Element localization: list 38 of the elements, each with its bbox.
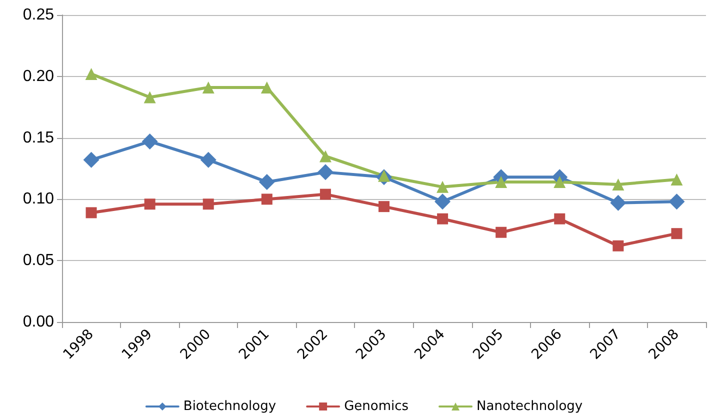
point <box>670 174 683 186</box>
point <box>144 198 156 210</box>
point <box>260 81 273 94</box>
legend-label: Nanotechnology <box>476 399 583 414</box>
point <box>554 176 566 188</box>
point <box>554 213 566 224</box>
point <box>612 240 624 252</box>
point <box>200 152 216 168</box>
point <box>612 178 624 190</box>
point <box>202 198 214 210</box>
y-tick-label: 0.05 <box>22 252 54 270</box>
point <box>495 176 508 188</box>
point <box>142 133 158 150</box>
point <box>319 150 332 162</box>
legend-label: Biotechnology <box>183 399 276 414</box>
point <box>378 201 390 212</box>
point <box>202 81 214 94</box>
point <box>610 194 626 211</box>
y-tick-label: 0.10 <box>22 190 54 208</box>
y-tick-label: 0.00 <box>22 314 54 330</box>
point <box>320 188 331 200</box>
point <box>434 194 451 210</box>
point <box>668 194 685 210</box>
y-tick-label: 0.15 <box>22 129 54 146</box>
point <box>85 68 98 80</box>
point <box>496 226 507 238</box>
legend-label: Genomics <box>344 399 409 414</box>
point <box>436 180 449 193</box>
point <box>144 91 156 104</box>
point <box>258 174 275 190</box>
point <box>437 213 448 224</box>
point <box>671 228 682 240</box>
point <box>261 194 272 205</box>
y-tick-label: 0.25 <box>22 6 54 24</box>
y-tick-label: 0.20 <box>22 68 54 85</box>
point <box>317 164 334 180</box>
point <box>83 152 100 168</box>
point <box>86 207 97 218</box>
